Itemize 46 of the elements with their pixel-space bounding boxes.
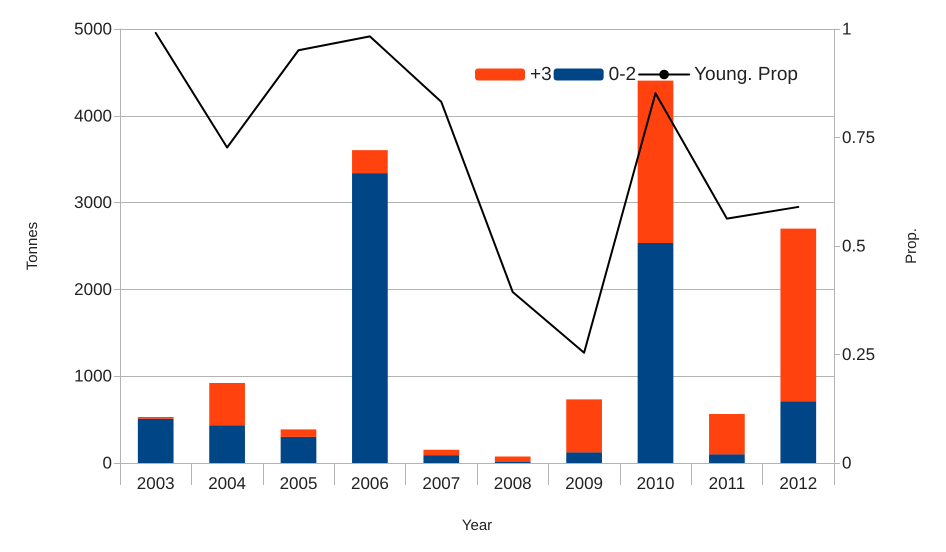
y-tick-label: 1000 — [74, 366, 112, 386]
y-tick-label: 3000 — [74, 193, 112, 212]
bar — [423, 450, 460, 456]
bar — [138, 418, 174, 463]
y-axis-title: Tonnes — [24, 222, 41, 270]
legend-label: 0-2 — [608, 64, 636, 85]
x-tick-label: 2010 — [636, 474, 674, 493]
x-tick-label: 2012 — [779, 474, 818, 493]
bar — [280, 436, 316, 463]
bar — [494, 456, 531, 462]
bar — [566, 452, 602, 463]
x-axis-title: Year — [462, 517, 492, 534]
bar — [352, 173, 388, 463]
bar — [709, 454, 745, 463]
y2-tick-label: 0 — [842, 454, 852, 472]
bar — [352, 150, 388, 174]
y-tick-label: 4000 — [74, 106, 112, 126]
bar — [209, 425, 245, 463]
y2-tick-label: 0.5 — [842, 236, 866, 256]
x-tick-label: 2003 — [136, 474, 175, 493]
y2-axis-title: Prop. — [903, 228, 920, 264]
x-tick-label: 2006 — [350, 474, 389, 493]
bar — [638, 242, 674, 463]
line-series — [154, 32, 800, 354]
legend-label: Young. Prop — [694, 64, 798, 85]
bar — [709, 414, 745, 454]
bar — [566, 399, 602, 452]
bar — [638, 80, 674, 243]
legend-label: +3 — [530, 64, 552, 85]
x-tick-label: 2005 — [280, 474, 318, 493]
y-tick-label: 5000 — [74, 20, 112, 38]
y2-tick-label: 1 — [842, 20, 852, 38]
x-tick-label: 2009 — [565, 474, 604, 493]
bar — [280, 429, 316, 437]
x-tick-label: 2008 — [494, 474, 532, 493]
x-tick-label: 2004 — [208, 474, 246, 493]
x-tick-label: 2007 — [422, 474, 460, 493]
y2-tick-label: 0.75 — [842, 128, 876, 147]
y-tick-label: 0 — [102, 454, 112, 472]
bar — [780, 228, 816, 402]
bar — [209, 382, 245, 426]
bar — [780, 401, 816, 463]
x-tick-label: 2011 — [708, 474, 746, 493]
y2-tick-label: 0.25 — [842, 345, 876, 364]
y-tick-label: 2000 — [74, 280, 112, 299]
bar — [423, 456, 460, 463]
